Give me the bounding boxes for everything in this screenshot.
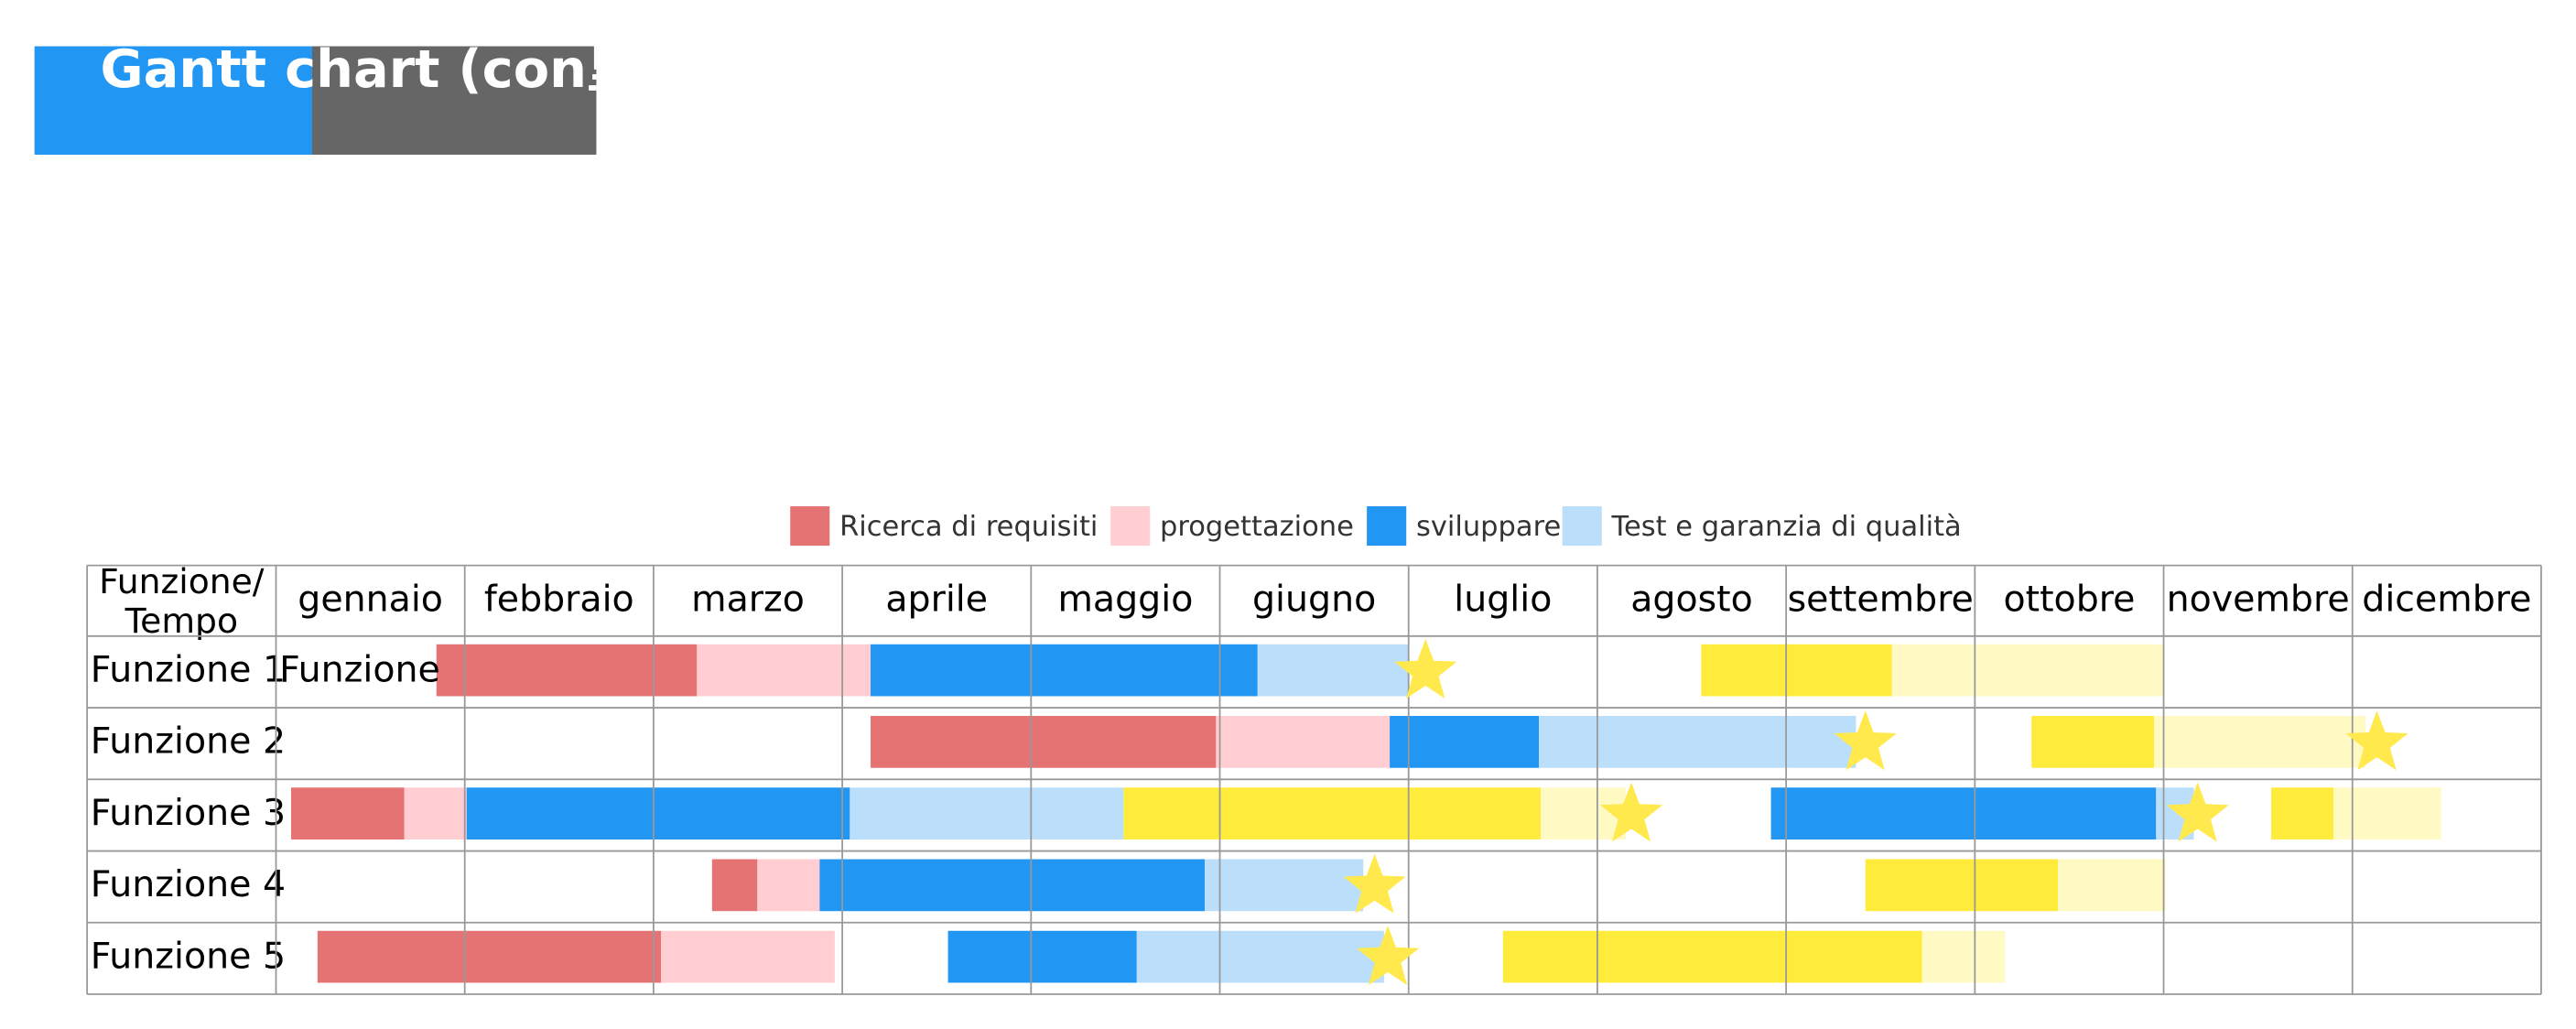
row-label: Funzione 4 — [91, 863, 286, 905]
title-bg-gray — [311, 46, 597, 155]
task-bar — [661, 930, 835, 983]
task-bar — [871, 644, 1258, 697]
month-label: luglio — [1454, 579, 1552, 621]
task-bar — [1865, 859, 2059, 912]
month-label: gennaio — [298, 579, 443, 621]
task-bar — [1205, 859, 1364, 912]
legend-label: sviluppare — [1416, 511, 1561, 543]
row-label: Funzione 3 — [91, 792, 286, 834]
month-label: giugno — [1252, 579, 1376, 621]
task-bar — [711, 859, 758, 912]
milestone-star — [2345, 710, 2408, 771]
month-label: settembre — [1788, 579, 1974, 621]
task-bar — [2058, 859, 2166, 912]
task-bar — [819, 859, 1206, 912]
task-bar — [1136, 930, 1384, 983]
month-label: agosto — [1630, 579, 1753, 621]
row-label: Funzione 2 — [91, 720, 286, 763]
milestone-star — [2166, 782, 2229, 842]
task-bar — [1216, 716, 1391, 768]
task-bar — [2031, 716, 2155, 768]
task-bar — [2271, 787, 2334, 839]
task-bar — [1770, 787, 2157, 839]
month-label: maggio — [1057, 579, 1193, 621]
task-bar — [1502, 930, 1922, 983]
task-bar — [1701, 644, 1892, 697]
task-bar — [1390, 716, 1540, 768]
milestone-star — [1394, 639, 1457, 699]
task-bar — [404, 787, 467, 839]
task-bar — [697, 644, 871, 697]
month-label: ottobre — [2003, 579, 2135, 621]
legend-label: progettazione — [1160, 511, 1354, 543]
legend-swatch — [790, 506, 830, 547]
task-bar — [947, 930, 1137, 983]
legend-swatch — [1110, 506, 1151, 547]
milestone-star — [1599, 782, 1663, 842]
legend-swatch — [1367, 506, 1407, 547]
milestone-star — [1834, 710, 1897, 771]
task-bar — [1257, 644, 1409, 697]
task-bar — [850, 787, 1124, 839]
task-bar — [1539, 716, 1856, 768]
corner-label: Tempo — [124, 601, 238, 641]
task-bar — [290, 787, 405, 839]
month-label: novembre — [2167, 579, 2350, 621]
milestone-star — [1356, 926, 1420, 985]
row-note: Funzione — [279, 648, 440, 690]
task-bar — [757, 859, 820, 912]
milestone-star — [1343, 853, 1406, 914]
title-bg-blue — [34, 46, 312, 155]
row-label: Funzione 1 — [91, 648, 286, 690]
task-bar — [1921, 930, 2006, 983]
month-label: aprile — [885, 579, 988, 621]
task-bar — [1123, 787, 1542, 839]
task-bar — [1891, 644, 2164, 697]
corner-label: Funzione/ — [99, 561, 265, 601]
task-bar — [436, 644, 698, 697]
month-label: febbraio — [484, 579, 634, 621]
legend-label: Ricerca di requisiti — [839, 511, 1098, 543]
row-label: Funzione 5 — [91, 935, 286, 977]
task-bar — [317, 930, 662, 983]
task-bar — [2154, 716, 2366, 768]
month-label: dicembre — [2362, 579, 2531, 621]
task-bar — [871, 716, 1217, 768]
task-bar — [466, 787, 850, 839]
task-bar — [2333, 787, 2441, 839]
month-label: marzo — [691, 579, 805, 621]
title: Gantt chart (con里程碑) — [100, 38, 768, 100]
legend-swatch — [1562, 506, 1602, 547]
legend-label: Test e garanzia di qualità — [1611, 511, 1962, 543]
